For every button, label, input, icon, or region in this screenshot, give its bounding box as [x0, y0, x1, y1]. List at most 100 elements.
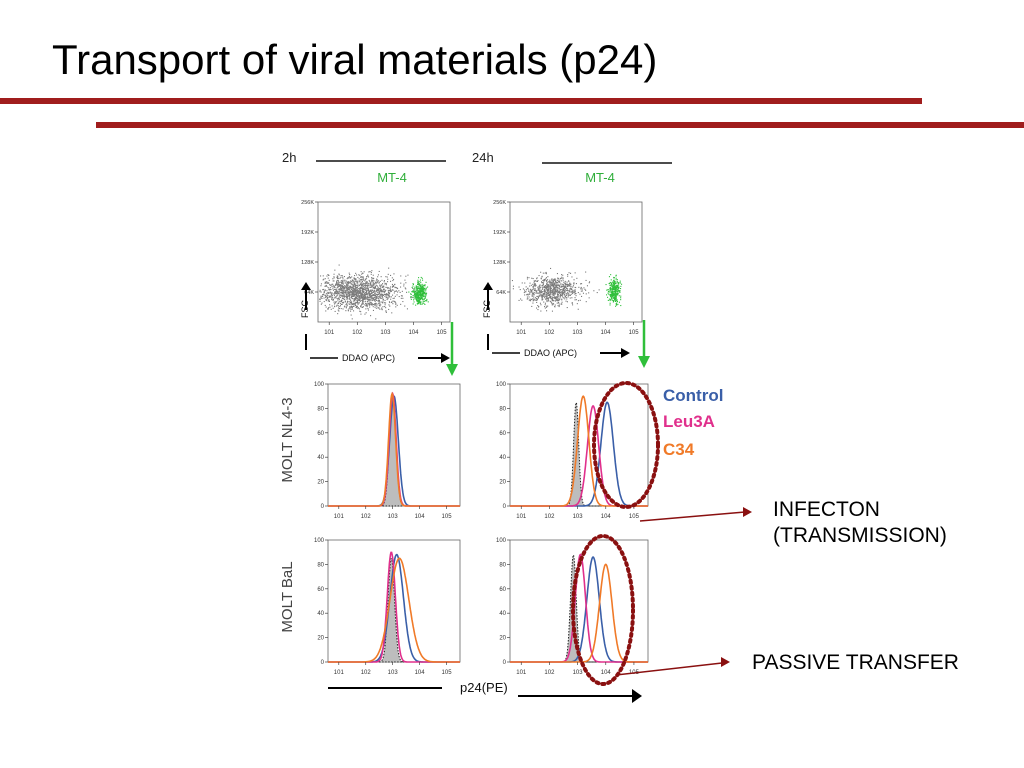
scatter-point	[391, 301, 393, 303]
scatter-point	[569, 290, 571, 292]
scatter-point	[540, 271, 542, 273]
scatter-point	[557, 288, 559, 290]
scatter-point	[414, 286, 416, 288]
scatter-point	[346, 302, 348, 304]
scatter-point	[611, 285, 613, 287]
scatter-point	[566, 281, 568, 283]
scatter-point	[617, 293, 619, 295]
scatter-point	[613, 279, 615, 281]
scatter-point	[615, 295, 617, 297]
scatter-point	[324, 290, 326, 292]
scatter-point	[332, 299, 334, 301]
scatter-point	[559, 280, 561, 282]
scatter-point	[370, 295, 372, 297]
histogram-x-tick-label: 101	[516, 514, 527, 520]
scatter-point	[368, 297, 370, 299]
scatter-point	[354, 291, 356, 293]
scatter-point	[417, 281, 419, 283]
scatter-point	[356, 288, 358, 290]
scatter-point	[382, 289, 384, 291]
scatter-point	[362, 291, 364, 293]
scatter-point	[416, 300, 418, 302]
scatter-point	[415, 295, 417, 297]
scatter-x-tick-label: 102	[352, 330, 363, 336]
scatter-point	[320, 291, 322, 293]
scatter-point	[342, 286, 344, 288]
scatter-point	[556, 293, 558, 295]
scatter-point	[362, 272, 364, 274]
scatter-point	[369, 297, 371, 299]
scatter-point	[551, 304, 553, 306]
scatter-point	[336, 275, 338, 277]
scatter-x-tick-label: 103	[572, 330, 583, 336]
scatter-point	[385, 289, 387, 291]
scatter-point	[559, 279, 561, 281]
scatter-point	[606, 294, 608, 296]
scatter-point	[353, 283, 355, 285]
histogram-x-tick-label: 105	[442, 514, 453, 520]
scatter-point	[337, 297, 339, 299]
scatter-point	[347, 287, 349, 289]
scatter-point	[336, 284, 338, 286]
scatter-point	[338, 282, 340, 284]
scatter-point	[339, 291, 341, 293]
scatter-point	[545, 298, 547, 300]
scatter-point	[556, 299, 558, 301]
scatter-point	[350, 306, 352, 308]
scatter-point	[402, 301, 404, 303]
scatter-point	[323, 291, 325, 293]
scatter-point	[580, 287, 582, 289]
scatter-point	[618, 291, 620, 293]
scatter-y-tick-label: 128K	[493, 260, 506, 266]
scatter-point	[358, 278, 360, 280]
scatter-point	[379, 303, 381, 305]
scatter-point	[575, 299, 577, 301]
scatter-point	[561, 299, 563, 301]
scatter-point	[356, 305, 358, 307]
scatter-point	[421, 283, 423, 285]
scatter-point	[364, 295, 366, 297]
scatter-point	[569, 297, 571, 299]
scatter-point	[337, 309, 339, 311]
scatter-point	[615, 293, 617, 295]
scatter-point	[367, 295, 369, 297]
scatter-point	[351, 281, 353, 283]
scatter-point	[417, 301, 419, 303]
scatter-x-tick-label: 103	[380, 330, 391, 336]
scatter-point	[344, 288, 346, 290]
figure-canvas: 2h 24h MT-4 MT-4 101 102 103 104 10564K128K1…	[279, 150, 723, 703]
time-label-2h: 2h	[282, 150, 296, 165]
scatter-point	[355, 292, 357, 294]
scatter-point	[555, 284, 557, 286]
scatter-point	[352, 292, 354, 294]
histogram-x-tick-label: 102	[361, 670, 372, 676]
scatter-point	[363, 296, 365, 298]
scatter-point	[372, 306, 374, 308]
scatter-point	[565, 300, 567, 302]
scatter-point	[557, 277, 559, 279]
scatter-point	[383, 280, 385, 282]
scatter-point	[332, 297, 334, 299]
scatter-point	[536, 277, 538, 279]
scatter-point	[365, 293, 367, 295]
scatter-point	[349, 291, 351, 293]
scatter-point	[361, 294, 363, 296]
scatter-point	[340, 276, 342, 278]
scatter-point	[546, 287, 548, 289]
scatter-point	[556, 288, 558, 290]
scatter-point	[612, 289, 614, 291]
scatter-y-tick-label: 64K	[304, 290, 314, 296]
scatter-point	[537, 297, 539, 299]
scatter-point	[535, 284, 537, 286]
scatter-point	[608, 298, 610, 300]
scatter-point	[420, 295, 422, 297]
scatter-point	[547, 287, 549, 289]
scatter-point	[364, 294, 366, 296]
scatter-point	[350, 287, 352, 289]
scatter-point	[420, 287, 422, 289]
scatter-point	[538, 296, 540, 298]
scatter-point	[544, 290, 546, 292]
scatter-point	[353, 300, 355, 302]
scatter-point	[536, 301, 538, 303]
scatter-point	[357, 303, 359, 305]
